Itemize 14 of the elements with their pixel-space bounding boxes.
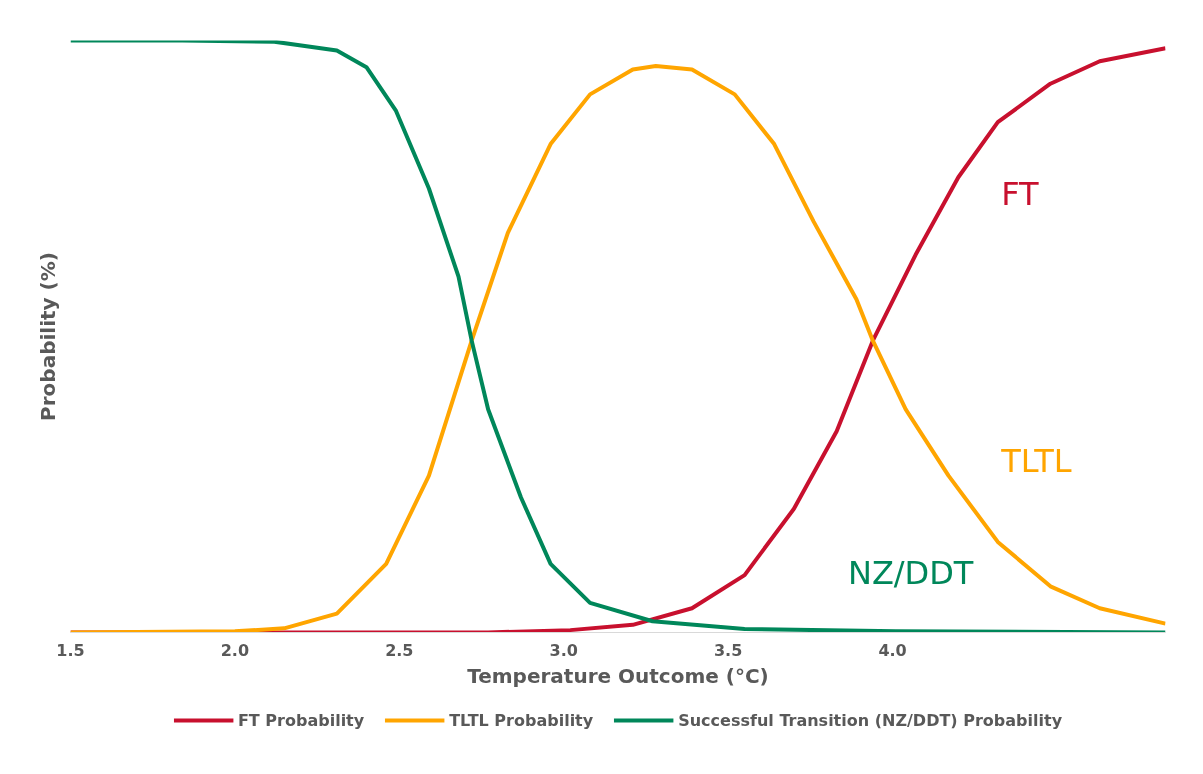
x-tick-label: 3.0 [549, 640, 578, 660]
x-axis-title: Temperature Outcome (°C) [467, 663, 769, 688]
x-tick-label: 2.5 [385, 640, 414, 660]
annotation: NZ/DDT [847, 554, 974, 593]
x-tick-label: 1.5 [56, 640, 85, 660]
x-tick-label: 4.0 [878, 640, 907, 660]
x-tick-label: 2.0 [220, 640, 250, 660]
annotation: TLTL [1000, 441, 1072, 480]
x-tick-label: 3.5 [713, 640, 743, 660]
annotation: FT [1001, 175, 1040, 214]
legend-label: TLTL Probability [449, 710, 594, 730]
legend-label: FT Probability [237, 710, 365, 730]
legend-label: Successful Transition (NZ/DDT) Probability [678, 710, 1063, 730]
y-axis-title: Probability (%) [35, 252, 60, 421]
